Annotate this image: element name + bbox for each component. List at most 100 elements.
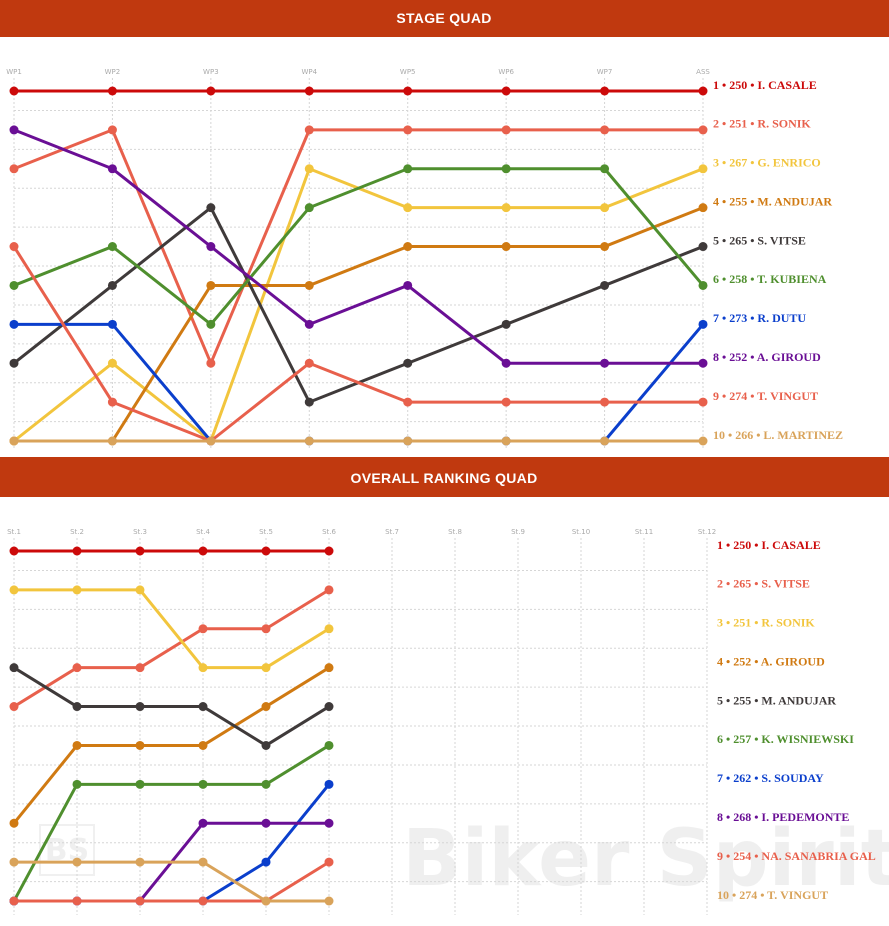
- legend-label: 10 • 266 • L. MARTINEZ: [713, 428, 843, 442]
- x-tick-label: WP5: [400, 68, 416, 76]
- point: [324, 624, 334, 634]
- point: [304, 164, 314, 174]
- point: [304, 436, 314, 446]
- point: [698, 164, 708, 174]
- point: [9, 818, 19, 828]
- point: [304, 319, 314, 329]
- x-tick-label: St.5: [259, 528, 273, 536]
- x-tick-label: St.2: [70, 528, 84, 536]
- point: [261, 663, 271, 673]
- header-bar: [0, 0, 889, 37]
- point: [698, 86, 708, 96]
- point: [501, 319, 511, 329]
- point: [600, 280, 610, 290]
- point: [324, 585, 334, 595]
- point: [324, 740, 334, 750]
- point: [198, 546, 208, 556]
- point: [72, 702, 82, 712]
- x-tick-label: St.1: [7, 528, 21, 536]
- series-line: [14, 860, 330, 903]
- point: [72, 740, 82, 750]
- point: [403, 436, 413, 446]
- x-tick-label: WP2: [105, 68, 121, 76]
- chart-title: STAGE QUAD: [396, 10, 491, 26]
- point: [198, 702, 208, 712]
- series-line: [14, 206, 704, 443]
- point: [324, 702, 334, 712]
- point: [501, 436, 511, 446]
- point: [107, 86, 117, 96]
- point: [403, 242, 413, 252]
- point: [698, 203, 708, 213]
- point: [107, 242, 117, 252]
- point: [135, 896, 145, 906]
- point: [261, 779, 271, 789]
- point: [198, 740, 208, 750]
- point: [206, 86, 216, 96]
- legend-label: 8 • 268 • I. PEDEMONTE: [717, 810, 849, 824]
- series-line: [12, 666, 330, 825]
- x-tick-label: St.4: [196, 528, 210, 536]
- point: [501, 397, 511, 407]
- legend-label: 7 • 273 • R. DUTU: [713, 311, 806, 325]
- point: [135, 702, 145, 712]
- x-tick-label: WP6: [498, 68, 514, 76]
- point: [304, 358, 314, 368]
- x-tick-label: St.7: [385, 528, 399, 536]
- legend-label: 9 • 274 • T. VINGUT: [713, 389, 818, 403]
- series-line: [14, 860, 329, 903]
- point: [72, 585, 82, 595]
- point: [206, 203, 216, 213]
- point: [206, 280, 216, 290]
- point: [9, 436, 19, 446]
- point: [698, 280, 708, 290]
- legend-label: 3 • 251 • R. SONIK: [717, 616, 815, 630]
- point: [9, 358, 19, 368]
- series-line: [13, 167, 705, 326]
- point: [107, 397, 117, 407]
- point: [261, 740, 271, 750]
- series-line: [13, 128, 703, 365]
- point: [261, 857, 271, 867]
- point: [206, 436, 216, 446]
- point: [403, 280, 413, 290]
- series-line: [13, 666, 330, 747]
- point: [600, 397, 610, 407]
- point: [72, 896, 82, 906]
- x-tick-label: WP7: [597, 68, 613, 76]
- point: [324, 896, 334, 906]
- point: [9, 319, 19, 329]
- point: [600, 86, 610, 96]
- legend-label: 2 • 251 • R. SONIK: [713, 117, 811, 131]
- point: [135, 585, 145, 595]
- point: [9, 702, 19, 712]
- legend-label: 3 • 267 • G. ENRICO: [713, 156, 821, 170]
- point: [72, 857, 82, 867]
- point: [9, 546, 19, 556]
- point: [501, 86, 511, 96]
- point: [206, 242, 216, 252]
- point: [9, 242, 19, 252]
- legend-label: 1 • 250 • I. CASALE: [717, 538, 821, 552]
- point: [198, 779, 208, 789]
- watermark: Biker Spirit: [402, 814, 889, 904]
- point: [698, 358, 708, 368]
- point: [403, 164, 413, 174]
- point: [403, 203, 413, 213]
- point: [324, 857, 334, 867]
- point: [324, 818, 334, 828]
- point: [135, 779, 145, 789]
- x-tick-label: St.6: [322, 528, 336, 536]
- point: [324, 663, 334, 673]
- legend-label: 5 • 265 • S. VITSE: [713, 233, 806, 247]
- point: [261, 702, 271, 712]
- legend-label: 6 • 258 • T. KUBIENA: [713, 272, 827, 286]
- point: [600, 125, 610, 135]
- point: [698, 397, 708, 407]
- point: [9, 896, 19, 906]
- point: [698, 125, 708, 135]
- point: [403, 358, 413, 368]
- point: [698, 319, 708, 329]
- point: [107, 164, 117, 174]
